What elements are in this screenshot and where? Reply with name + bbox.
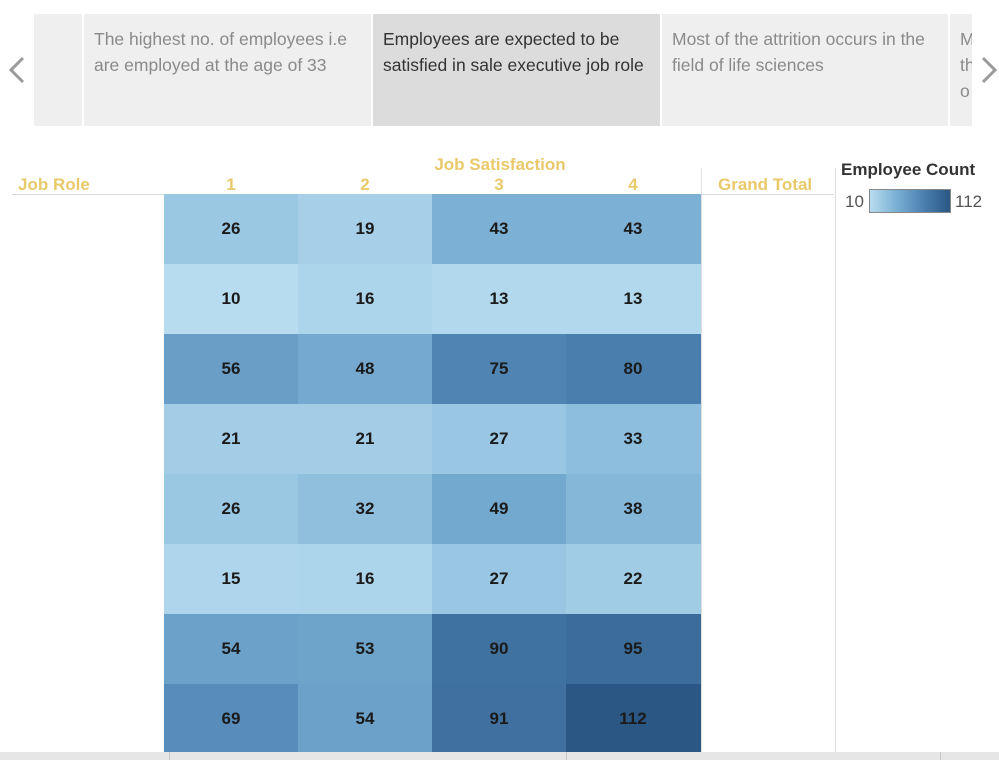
heatmap-cell[interactable] <box>298 404 432 474</box>
story-point-text: The highest no. of employees i.e are emp… <box>94 29 347 75</box>
scroll-divider <box>566 752 567 760</box>
legend-separator <box>835 168 836 752</box>
column-group-header: Job Satisfaction <box>434 155 566 174</box>
heatmap-value-label: 56 <box>221 359 241 378</box>
heatmap-cell[interactable] <box>298 194 432 264</box>
heatmap-value-label: 75 <box>489 359 509 378</box>
story-point[interactable]: Most of the attrition occurs in the fiel… <box>662 14 948 126</box>
legend-min-label: 10 <box>845 192 864 211</box>
heatmap-value-label: 19 <box>355 219 375 238</box>
legend-color-ramp <box>869 189 951 213</box>
story-point[interactable]: M th o <box>950 14 972 126</box>
heatmap-value-label: 69 <box>221 709 241 728</box>
grand-total-header[interactable]: Grand Total <box>718 175 813 194</box>
heatmap-cell[interactable] <box>432 264 566 334</box>
heatmap-cell[interactable] <box>164 614 298 684</box>
heatmap-cell[interactable] <box>566 474 701 544</box>
next-story-point-arrow-icon[interactable] <box>976 52 999 88</box>
story-point-text: Employees are expected to be satisfied i… <box>383 29 644 75</box>
grand-total-divider <box>702 194 834 195</box>
column-tick-label: 2 <box>360 175 370 194</box>
legend-max-label: 112 <box>955 192 983 211</box>
heatmap-cell[interactable] <box>566 404 701 474</box>
horizontal-scrollbar-track[interactable] <box>0 752 999 760</box>
heatmap-cell[interactable] <box>566 614 701 684</box>
story-navigator: The highest no. of employees i.e are emp… <box>34 14 972 126</box>
previous-story-point-arrow-icon[interactable] <box>4 52 30 88</box>
heatmap-value-label: 33 <box>623 429 643 448</box>
scroll-divider <box>169 752 170 760</box>
story-point-selected[interactable]: Employees are expected to be satisfied i… <box>373 14 660 126</box>
heatmap-value-label: 21 <box>221 429 241 448</box>
heatmap-value-label: 27 <box>489 569 509 588</box>
story-point[interactable] <box>34 14 82 126</box>
heatmap-cell[interactable] <box>566 194 701 264</box>
heatmap-cell[interactable] <box>164 334 298 404</box>
heatmap-cell[interactable] <box>298 684 432 754</box>
heatmap-cell[interactable] <box>164 194 298 264</box>
column-tick-label: 3 <box>494 175 504 194</box>
grand-total-separator <box>701 168 702 752</box>
heatmap-value-label: 22 <box>623 569 643 588</box>
heatmap-value-label: 10 <box>221 289 241 308</box>
heatmap-value-label: 53 <box>355 639 375 658</box>
heatmap-value-label: 54 <box>355 709 375 728</box>
heatmap-cell[interactable] <box>432 684 566 754</box>
heatmap-value-label: 13 <box>489 289 509 308</box>
row-header: Job Role <box>18 175 90 194</box>
heatmap-value-label: 16 <box>355 569 375 588</box>
heatmap-value-label: 32 <box>355 499 375 518</box>
heatmap-value-label: 16 <box>355 289 375 308</box>
heatmap-cell[interactable] <box>566 684 701 754</box>
heatmap-value-label: 48 <box>355 359 375 378</box>
heatmap-cell[interactable] <box>298 544 432 614</box>
heatmap-cell[interactable] <box>432 194 566 264</box>
heatmap-value-label: 91 <box>489 709 509 728</box>
story-point-text: M th o <box>960 29 972 101</box>
legend-title: Employee Count <box>841 160 976 179</box>
heatmap-cell[interactable] <box>164 544 298 614</box>
heatmap-cell[interactable] <box>432 544 566 614</box>
heatmap-value-label: 26 <box>221 219 241 238</box>
heatmap-cell[interactable] <box>164 264 298 334</box>
heatmap-cell[interactable] <box>432 474 566 544</box>
heatmap-value-label: 49 <box>489 499 509 518</box>
heatmap-cell[interactable] <box>164 404 298 474</box>
heatmap-cell[interactable] <box>432 404 566 474</box>
heatmap-cell[interactable] <box>298 264 432 334</box>
heatmap-value-label: 95 <box>623 639 643 658</box>
heatmap-value-label: 38 <box>623 499 643 518</box>
heatmap-value-label: 27 <box>489 429 509 448</box>
heatmap-cell[interactable] <box>566 544 701 614</box>
column-tick-label: 4 <box>628 175 638 194</box>
heatmap-cell[interactable] <box>566 334 701 404</box>
scroll-divider <box>940 752 941 760</box>
heatmap-cell[interactable] <box>298 614 432 684</box>
heatmap-cell[interactable] <box>566 264 701 334</box>
story-point[interactable]: The highest no. of employees i.e are emp… <box>84 14 371 126</box>
column-tick-label: 1 <box>226 175 236 194</box>
heatmap-cell[interactable] <box>432 614 566 684</box>
heatmap-value-label: 112 <box>619 709 647 728</box>
heatmap-value-label: 90 <box>489 639 509 658</box>
heatmap-cell[interactable] <box>298 334 432 404</box>
heatmap-cell[interactable] <box>164 684 298 754</box>
heatmap-value-label: 54 <box>221 639 241 658</box>
heatmap-cell[interactable] <box>164 474 298 544</box>
heatmap-value-label: 21 <box>355 429 375 448</box>
heatmap-cell[interactable] <box>298 474 432 544</box>
heatmap-value-label: 43 <box>489 219 509 238</box>
heatmap-value-label: 13 <box>623 289 643 308</box>
heatmap-value-label: 15 <box>221 569 241 588</box>
heatmap-cell[interactable] <box>432 334 566 404</box>
heatmap-value-label: 43 <box>623 219 643 238</box>
heatmap-value-label: 80 <box>623 359 643 378</box>
heatmap-value-label: 26 <box>221 499 241 518</box>
row-header-divider <box>12 194 164 195</box>
story-point-text: Most of the attrition occurs in the fiel… <box>672 29 925 75</box>
